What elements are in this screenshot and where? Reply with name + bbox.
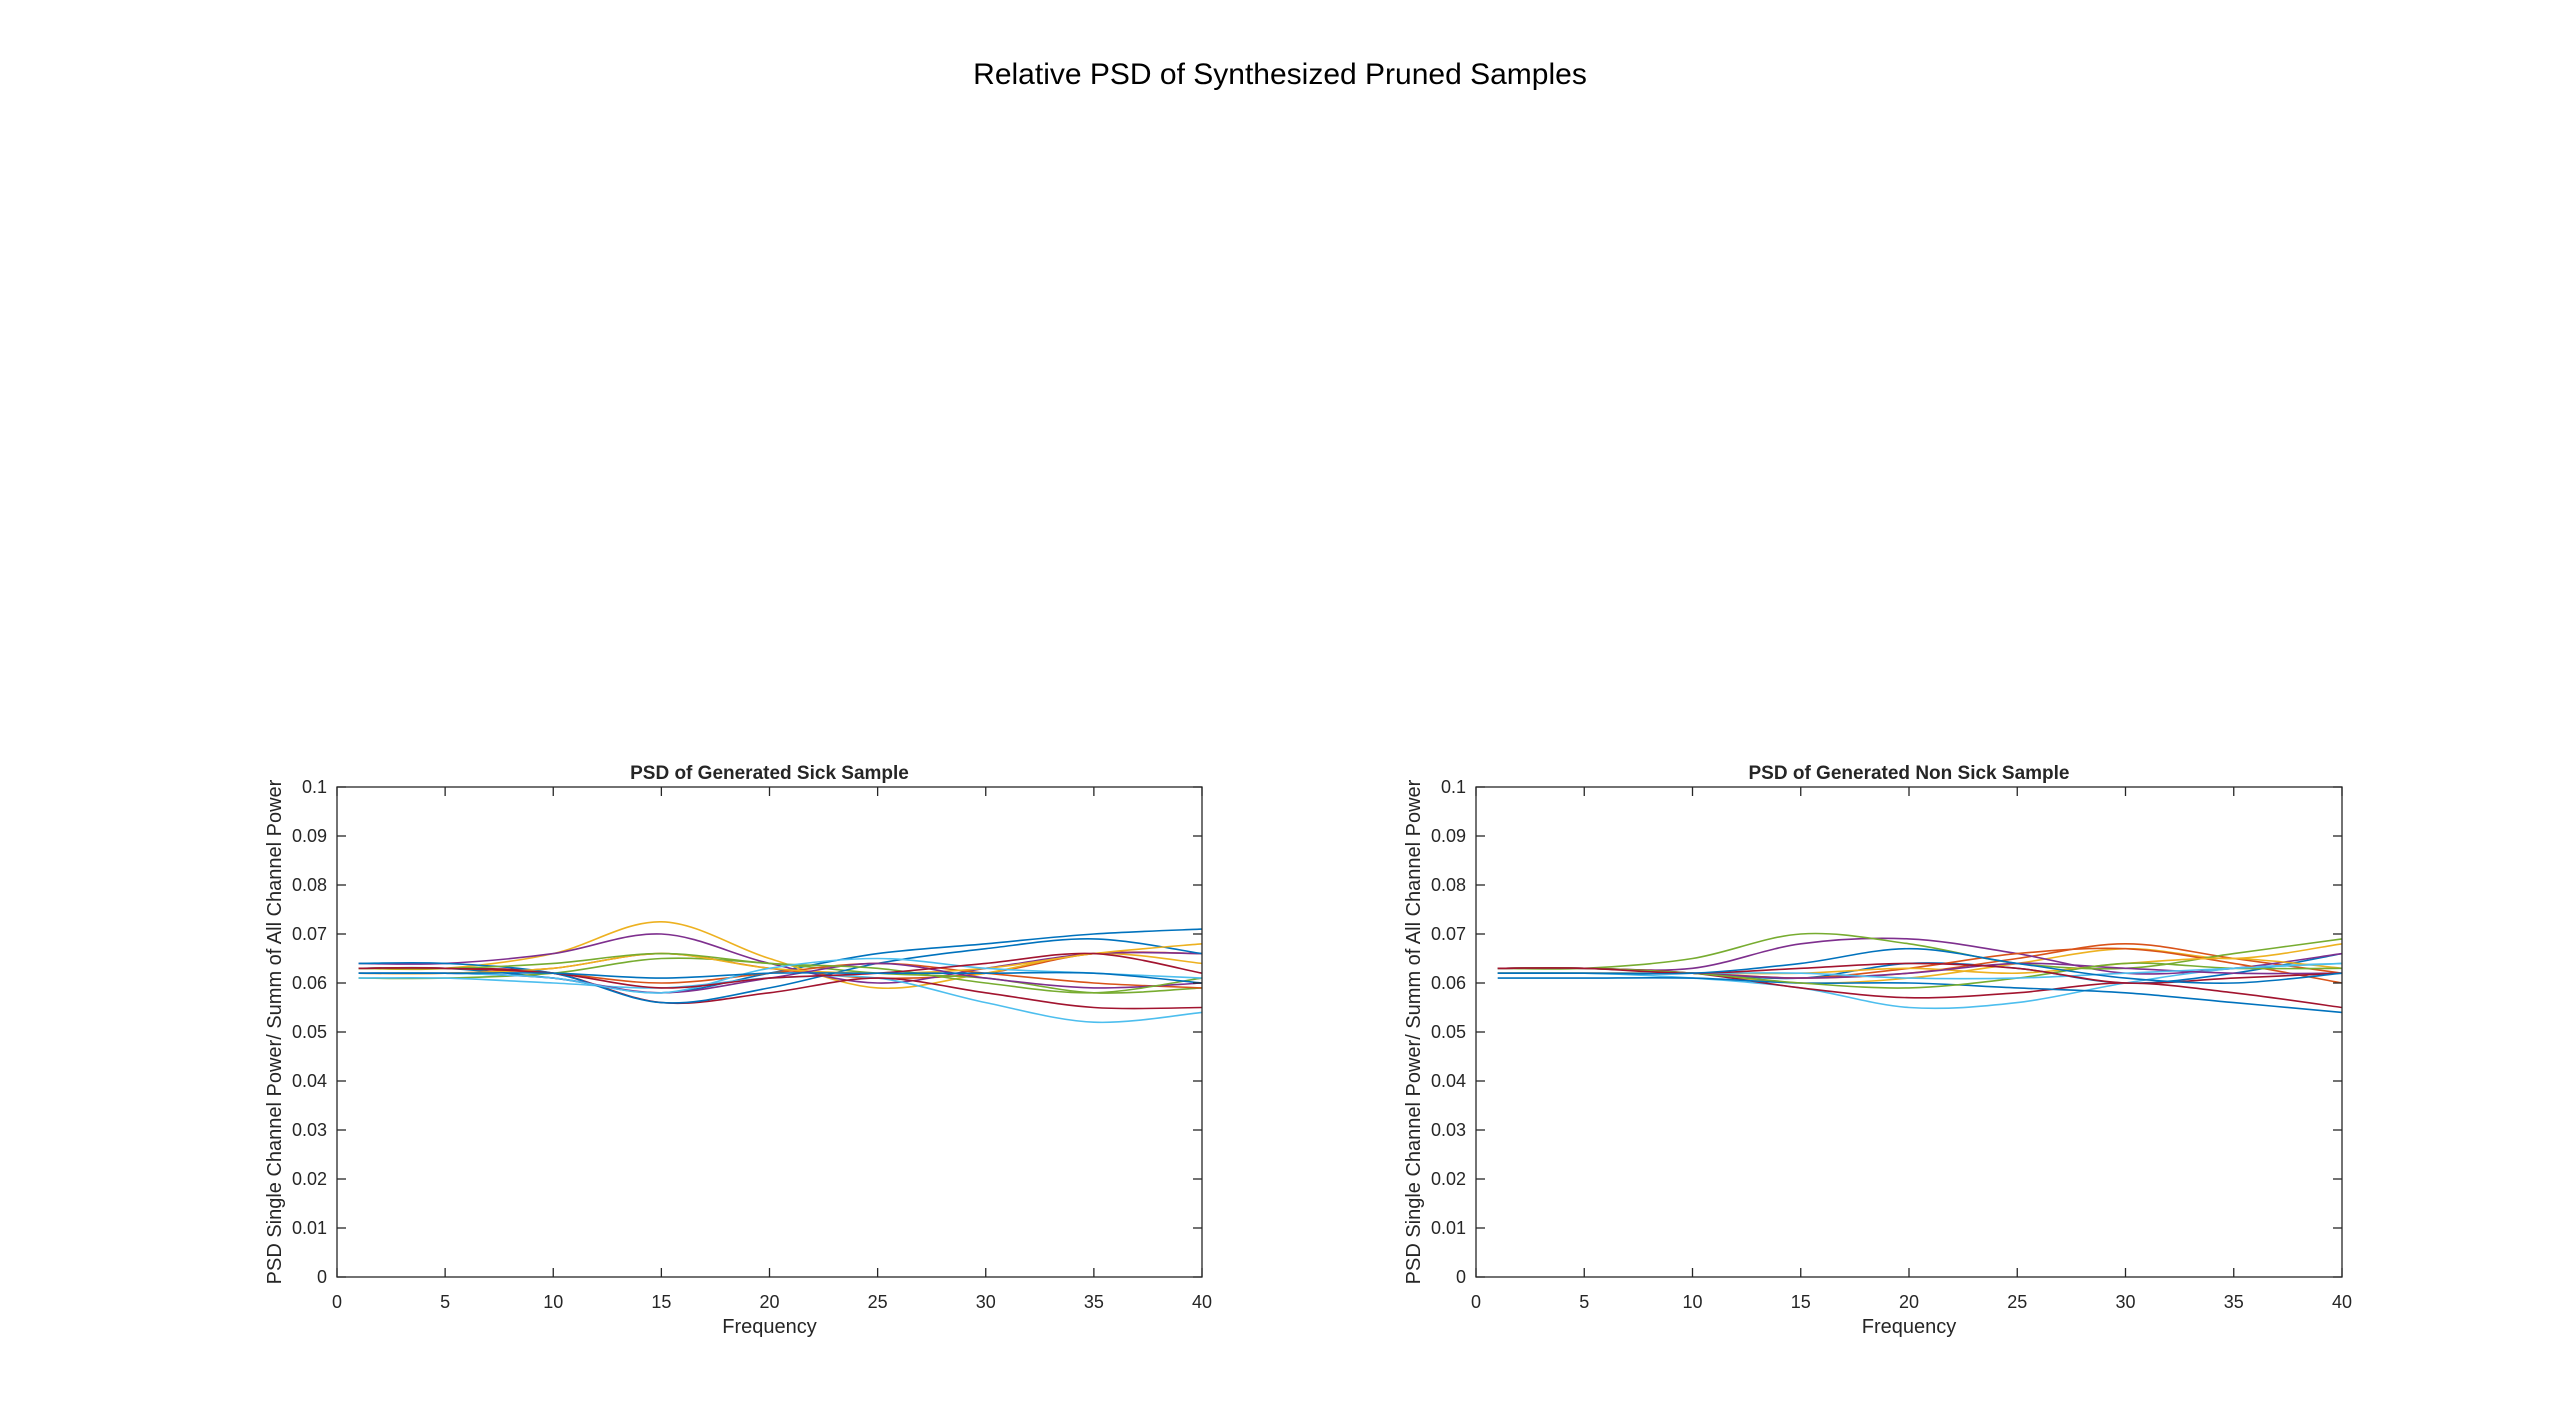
y-tick-label: 0.01	[1431, 1218, 1466, 1238]
series-line-15	[1497, 947, 2343, 984]
x-tick-label: 0	[1471, 1292, 1481, 1312]
x-tick-label: 40	[2332, 1292, 2352, 1312]
chart-2: 0 5 10 15 20 25 30 35 40 0 0.01 0.02 0.03 0.04 0.05 0.0…	[1403, 763, 2352, 1338]
y-tick-label: 0.05	[292, 1022, 327, 1042]
series-line-6	[358, 975, 1203, 1024]
chart-title: PSD of Generated Sick Sample	[630, 763, 909, 784]
y-tick-label: 0.07	[292, 924, 327, 944]
y-axis-label: PSD Single Channel Power/ Summ of All Ch…	[1403, 779, 1425, 1284]
y-tick-label: 0.02	[292, 1169, 327, 1189]
y-tick-label: 0.1	[302, 777, 327, 797]
series-line-8	[358, 938, 1203, 1004]
x-tick-label: 10	[1682, 1292, 1702, 1312]
axes-box	[1475, 786, 2343, 1278]
y-tick-label: 0.09	[1431, 826, 1466, 846]
y-tick-label: 0.1	[1441, 777, 1466, 797]
y-tick-label: 0.09	[292, 826, 327, 846]
axes-box	[336, 786, 1203, 1278]
x-tick-label: 40	[1192, 1292, 1212, 1312]
series-line-14	[1497, 962, 2343, 985]
x-tick-label: 20	[1899, 1292, 1919, 1312]
x-tick-label: 30	[2115, 1292, 2135, 1312]
x-tick-label: 15	[1791, 1292, 1811, 1312]
y-tick-label: 0.01	[292, 1218, 327, 1238]
y-tick-label: 0.07	[1431, 924, 1466, 944]
y-tick-label: 0.08	[292, 875, 327, 895]
x-tick-label: 30	[976, 1292, 996, 1312]
chart-title: PSD of Generated Non Sick Sample	[1749, 763, 2070, 784]
series-group	[358, 920, 1203, 1024]
series-line-15	[358, 971, 1203, 984]
y-tick-label: 0.03	[1431, 1120, 1466, 1140]
series-line-8	[1497, 976, 2343, 1014]
y-tick-label: 0.03	[292, 1120, 327, 1140]
y-tick-label: 0.04	[292, 1071, 327, 1091]
x-tick-label: 5	[440, 1292, 450, 1312]
x-tick-label: 5	[1579, 1292, 1589, 1312]
chart-1: 0 5 10 15 20 25 30 35 40 0 0.01 0.02 0.03 0.04 0.05 0.0…	[264, 763, 1212, 1338]
y-tick-label: 0	[317, 1267, 327, 1287]
x-axis-label: Frequency	[1862, 1316, 1957, 1338]
x-tick-label: 20	[759, 1292, 779, 1312]
x-tick-label: 25	[2007, 1292, 2027, 1312]
y-tick-label: 0.08	[1431, 875, 1466, 895]
y-axis-label: PSD Single Channel Power/ Summ of All Ch…	[264, 779, 286, 1284]
y-tick-label: 0	[1456, 1267, 1466, 1287]
figure-title: Relative PSD of Synthesized Pruned Sampl…	[973, 58, 1587, 91]
y-tick-label: 0.06	[1431, 973, 1466, 993]
y-tick-label: 0.04	[1431, 1071, 1466, 1091]
series-group	[1497, 932, 2343, 1014]
series-line-12	[358, 952, 1203, 994]
y-tick-label: 0.06	[292, 973, 327, 993]
y-tick-label: 0.02	[1431, 1169, 1466, 1189]
series-line-14	[358, 952, 1203, 989]
x-axis-label: Frequency	[722, 1316, 817, 1338]
x-tick-label: 10	[543, 1292, 563, 1312]
x-tick-label: 0	[332, 1292, 342, 1312]
x-tick-label: 35	[1084, 1292, 1104, 1312]
x-tick-label: 25	[868, 1292, 888, 1312]
x-tick-label: 35	[2224, 1292, 2244, 1312]
y-tick-label: 0.05	[1431, 1022, 1466, 1042]
x-tick-label: 15	[651, 1292, 671, 1312]
